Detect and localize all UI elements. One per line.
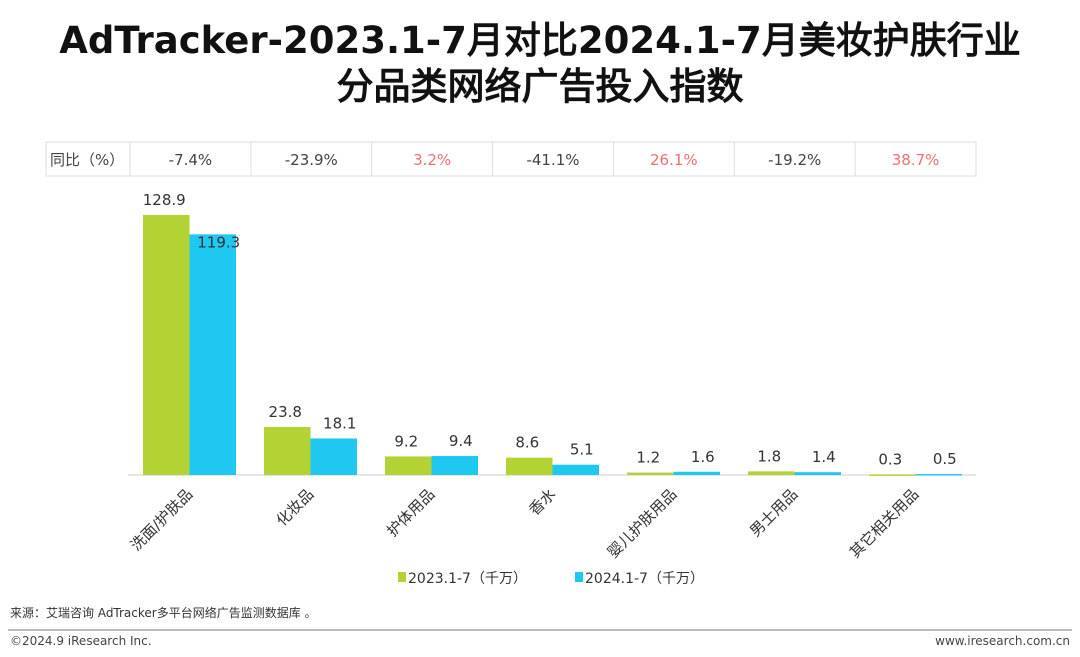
bar-2024 [431,456,478,475]
data-label: 9.4 [449,432,473,450]
bar-2024 [673,471,720,475]
category-label: 护体用品 [383,485,438,540]
yoy-value: -41.1% [526,151,579,169]
yoy-value: -19.2% [768,151,821,169]
bar-2024 [552,464,599,475]
data-label: 23.8 [269,403,302,421]
category-label: 其它相关用品 [846,485,922,561]
data-label: 119.3 [197,233,240,251]
source-note: 来源：艾瑞咨询 AdTracker多平台网络广告监测数据库 。 [10,606,317,620]
data-label: 18.1 [323,414,356,432]
website: www.iresearch.com.cn [935,634,1070,648]
footer-divider [8,629,1072,631]
category-label: 婴儿护肤用品 [604,485,680,561]
category-label: 香水 [525,485,559,519]
data-label: 0.5 [933,450,957,468]
bar-2024 [310,438,357,475]
legend-label: 2023.1-7（千万） [408,571,527,587]
yoy-value: -23.9% [285,151,338,169]
yoy-row-label: 同比（%） [50,151,124,169]
data-label: 0.3 [878,450,902,468]
data-label: 5.1 [570,441,594,459]
bar-2023 [264,426,311,475]
data-label: 1.8 [757,447,781,465]
bar-2023 [385,456,432,475]
bar-2023 [748,471,795,475]
bar-2023 [506,457,553,475]
copyright: ©2024.9 iResearch Inc. [10,634,152,648]
data-label: 1.4 [812,448,836,466]
category-label: 洗面/护肤品 [127,485,196,554]
data-label: 1.6 [691,448,715,466]
bar-2024 [189,234,236,475]
yoy-value: 26.1% [650,151,698,169]
data-label: 128.9 [143,191,186,209]
yoy-value: 38.7% [892,151,940,169]
legend-swatch [398,572,406,582]
bar-2024 [915,473,962,476]
category-label: 男士用品 [746,485,801,540]
category-label: 化妆品 [273,485,318,530]
bar-2023 [143,215,190,475]
data-label: 9.2 [394,432,418,450]
bar-2024 [794,472,841,475]
bar-2023 [627,472,674,475]
yoy-value: -7.4% [169,151,213,169]
legend-swatch [575,572,583,582]
yoy-value: 3.2% [413,151,451,169]
legend-label: 2024.1-7（千万） [585,571,704,587]
yoy-table [45,141,977,177]
chart-title-line1: AdTracker-2023.1-7月对比2024.1-7月美妆护肤行业 [59,19,1021,62]
data-label: 8.6 [515,434,539,452]
bar-2023 [869,474,916,476]
bar-chart: 同比（%） -7.4% -23.9% 3.2% -41.1% 26.1% -19.2% 38.… [45,141,977,587]
data-label: 1.2 [636,449,660,467]
chart-title-line2: 分品类网络广告投入指数 [336,65,744,108]
